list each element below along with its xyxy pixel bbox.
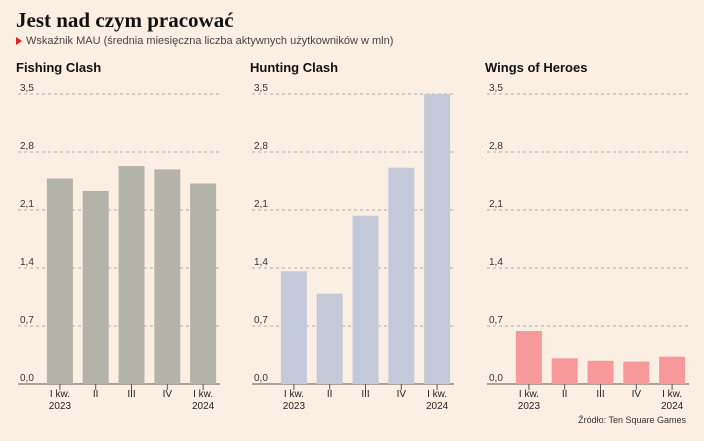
bar [46, 178, 73, 384]
y-tick-label: 2,1 [489, 199, 503, 210]
y-tick-label: 3,5 [254, 83, 268, 94]
bar [623, 361, 650, 384]
y-tick-label: 0,7 [254, 315, 268, 326]
chart-title: Jest nad czym pracować [16, 8, 234, 32]
y-tick-label: 3,5 [489, 83, 503, 94]
x-tick-label: III [127, 389, 135, 400]
bar [154, 169, 181, 384]
bar [280, 271, 307, 384]
x-tick-label: 2024 [661, 401, 684, 412]
x-tick-label: II [327, 389, 333, 400]
x-tick-label: I kw. [519, 389, 539, 400]
y-tick-label: 2,8 [20, 141, 34, 152]
x-tick-label: II [93, 389, 99, 400]
bar [82, 190, 109, 384]
bar [190, 183, 217, 384]
y-tick-label: 2,1 [20, 199, 34, 210]
x-tick-label: 2023 [518, 401, 541, 412]
y-tick-label: 1,4 [254, 257, 268, 268]
panel-title: Fishing Clash [16, 60, 101, 75]
x-tick-label: I kw. [662, 389, 682, 400]
x-tick-label: 2023 [49, 401, 72, 412]
bar [316, 293, 343, 384]
y-tick-label: 3,5 [20, 83, 34, 94]
x-tick-label: 2024 [426, 401, 449, 412]
y-tick-label: 2,1 [254, 199, 268, 210]
y-tick-label: 2,8 [254, 141, 268, 152]
x-tick-label: IV [632, 389, 642, 400]
x-tick-label: I kw. [50, 389, 70, 400]
x-tick-label: II [562, 389, 568, 400]
subtitle-text: Wskaźnik MAU (średnia miesięczna liczba … [26, 35, 394, 47]
y-tick-label: 1,4 [20, 257, 34, 268]
x-tick-label: III [361, 389, 369, 400]
panel-title: Wings of Heroes [485, 60, 587, 75]
x-tick-label: I kw. [193, 389, 213, 400]
bar [551, 358, 578, 384]
x-tick-label: I kw. [427, 389, 447, 400]
bar [352, 215, 379, 384]
chart-subtitle: Wskaźnik MAU (średnia miesięczna liczba … [16, 35, 393, 47]
x-tick-label: III [596, 389, 604, 400]
red-triangle-icon [16, 37, 22, 45]
bar [388, 167, 415, 384]
y-tick-label: 0,7 [489, 315, 503, 326]
source-note: Źródło: Ten Square Games [578, 415, 686, 425]
bar [118, 166, 145, 384]
y-tick-label: 1,4 [489, 257, 503, 268]
y-tick-label: 0,0 [20, 373, 34, 384]
y-tick-label: 0,7 [20, 315, 34, 326]
bar [515, 330, 542, 384]
x-tick-label: 2024 [192, 401, 215, 412]
x-tick-label: I kw. [284, 389, 304, 400]
bar [587, 360, 614, 384]
panel-title: Hunting Clash [250, 60, 338, 75]
y-tick-label: 0,0 [254, 373, 268, 384]
bar [659, 356, 686, 384]
x-tick-label: IV [397, 389, 407, 400]
bar [424, 94, 451, 384]
y-tick-label: 0,0 [489, 373, 503, 384]
x-tick-label: IV [163, 389, 173, 400]
y-tick-label: 2,8 [489, 141, 503, 152]
x-tick-label: 2023 [283, 401, 306, 412]
